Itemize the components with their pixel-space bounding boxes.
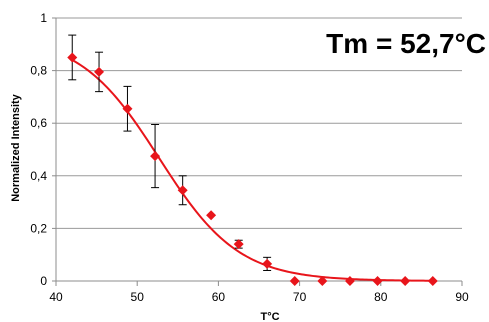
- data-point: [344, 276, 355, 286]
- data-point: [262, 258, 273, 269]
- x-tick-label: 60: [212, 290, 226, 304]
- y-tick-label: 0,4: [30, 169, 47, 183]
- data-point: [233, 239, 244, 250]
- x-tick-labels: 40 50 60 70 80 90: [49, 290, 469, 304]
- fit-curve: [71, 59, 432, 282]
- tm-annotation: Tm = 52,7°C: [326, 28, 486, 59]
- data-point: [150, 151, 161, 162]
- data-points: [67, 52, 438, 286]
- data-point: [427, 276, 438, 286]
- data-point: [177, 185, 188, 196]
- y-axis-label: Normalized Intensity: [10, 93, 22, 201]
- y-tick-labels: 0 0,2 0,4 0,6 0,8 1: [30, 11, 47, 288]
- y-tick-label: 0,6: [30, 116, 47, 130]
- x-tick-label: 70: [293, 290, 307, 304]
- data-point: [206, 210, 217, 221]
- gridlines: [56, 17, 462, 229]
- data-point: [317, 276, 328, 286]
- y-tick-label: 0,8: [30, 64, 47, 78]
- x-axis-label: T°C: [260, 311, 279, 322]
- data-point: [94, 66, 105, 77]
- y-tick-label: 0,2: [30, 221, 47, 235]
- y-tick-label: 0: [40, 274, 47, 288]
- data-point: [67, 52, 78, 63]
- data-point: [372, 276, 383, 286]
- x-tick-label: 90: [455, 290, 469, 304]
- data-point: [289, 276, 300, 286]
- x-tick-label: 40: [49, 290, 63, 304]
- x-tick-label: 80: [374, 290, 388, 304]
- y-tick-label: 1: [40, 11, 47, 25]
- x-tick-label: 50: [131, 290, 145, 304]
- data-point: [122, 103, 133, 114]
- data-point: [400, 276, 411, 286]
